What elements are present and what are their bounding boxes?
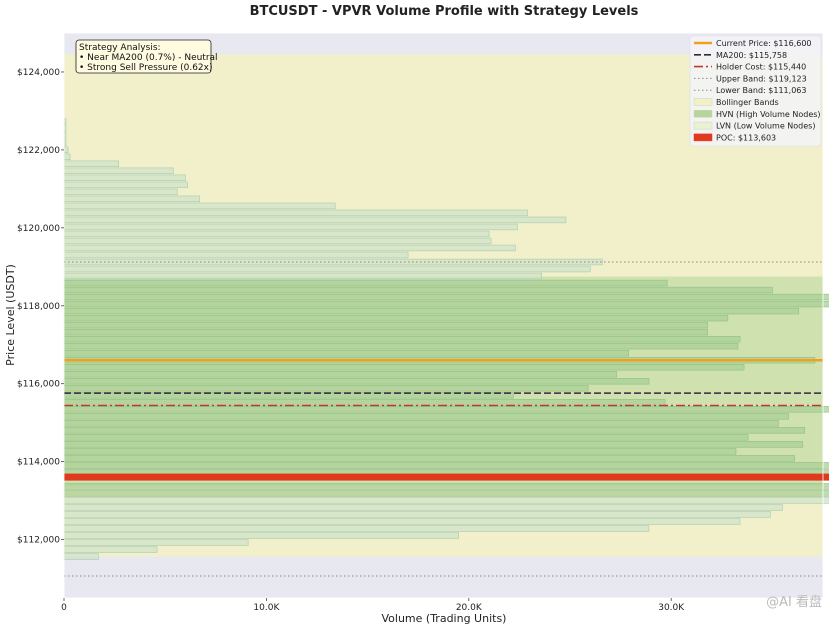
volume-bar bbox=[63, 146, 69, 153]
volume-bar bbox=[63, 448, 737, 455]
volume-bar bbox=[63, 181, 188, 189]
volume-bar bbox=[63, 209, 528, 217]
y-tick-label: $118,000 bbox=[17, 302, 60, 312]
volume-bar bbox=[63, 406, 829, 413]
volume-bar bbox=[63, 378, 650, 385]
legend-swatch bbox=[693, 98, 713, 106]
volume-bar bbox=[63, 314, 729, 322]
legend-label: LVN (Low Volume Nodes) bbox=[716, 122, 815, 131]
volume-bar bbox=[63, 546, 158, 553]
axes: 0 10.0K 20.0K 30.0K $112,000 $114,000 $116,000… bbox=[17, 32, 824, 613]
y-tick-label: $112,000 bbox=[17, 536, 60, 546]
volume-bar bbox=[63, 167, 174, 175]
volume-bar bbox=[63, 230, 490, 238]
legend-label: Holder Cost: $115,440 bbox=[716, 63, 806, 72]
volume-bar bbox=[63, 553, 99, 560]
annotation-line: • Near MA200 (0.7%) - Neutral bbox=[79, 53, 218, 63]
volume-bar bbox=[63, 427, 806, 434]
legend-label: MA200: $115,758 bbox=[716, 51, 787, 60]
volume-bar bbox=[63, 237, 492, 245]
legend-swatch bbox=[693, 133, 713, 142]
volume-bar bbox=[63, 342, 739, 350]
volume-bar bbox=[63, 441, 804, 448]
volume-bar bbox=[63, 434, 749, 441]
volume-bar bbox=[63, 335, 741, 343]
y-tick-label: $116,000 bbox=[17, 380, 60, 390]
volume-bar bbox=[63, 202, 336, 210]
volume-bar bbox=[63, 497, 829, 504]
y-axis-label: Price Level (USDT) bbox=[4, 264, 17, 366]
volume-bar bbox=[63, 293, 829, 301]
x-tick-label: 20.0K bbox=[456, 603, 483, 613]
volume-bar bbox=[63, 216, 567, 224]
volume-bar bbox=[63, 300, 829, 308]
legend-label: Upper Band: $119,123 bbox=[716, 74, 807, 83]
volume-bar bbox=[63, 328, 708, 336]
volume-bar bbox=[63, 462, 829, 469]
volume-bar bbox=[63, 195, 200, 203]
volume-bar bbox=[63, 399, 666, 406]
volume-bar bbox=[63, 371, 617, 378]
x-tick-label: 10.0K bbox=[253, 603, 280, 613]
legend-label: Current Price: $116,600 bbox=[716, 39, 812, 48]
volume-bar bbox=[63, 490, 829, 497]
volume-bar bbox=[63, 223, 518, 231]
legend-label: HVN (High Volume Nodes) bbox=[716, 110, 821, 119]
legend-box bbox=[689, 35, 822, 147]
legend-swatch bbox=[693, 110, 713, 118]
y-tick-label: $120,000 bbox=[17, 224, 60, 234]
volume-bar bbox=[63, 532, 459, 539]
legend-swatch bbox=[693, 121, 713, 130]
annotation-line: • Strong Sell Pressure (0.62x) bbox=[79, 63, 213, 73]
watermark: @AI 看盘 bbox=[766, 594, 822, 610]
poc-bar bbox=[64, 473, 829, 481]
strategy-annotation: Strategy Analysis:• Near MA200 (0.7%) - … bbox=[75, 39, 218, 74]
volume-bar bbox=[63, 244, 516, 252]
x-tick-label: 0 bbox=[61, 603, 67, 613]
plot-frame bbox=[63, 32, 824, 599]
volume-bar bbox=[63, 420, 779, 427]
volume-bar bbox=[63, 483, 829, 490]
legend-label: POC: $113,603 bbox=[716, 133, 776, 142]
y-tick-label: $122,000 bbox=[17, 146, 60, 156]
volume-bar bbox=[63, 455, 795, 462]
volume-bar bbox=[63, 265, 591, 273]
annotation-title: Strategy Analysis: bbox=[79, 43, 161, 53]
x-axis-label: Volume (Trading Units) bbox=[382, 612, 507, 625]
volume-bar bbox=[63, 525, 650, 532]
volume-bar bbox=[63, 307, 800, 315]
volume-bar bbox=[63, 349, 629, 357]
volume-bar bbox=[63, 174, 186, 182]
volume-bar bbox=[63, 385, 589, 392]
volume-bar bbox=[63, 272, 542, 280]
volume-bar bbox=[63, 539, 249, 546]
volume-bar bbox=[63, 153, 71, 161]
legend-label: Bollinger Bands bbox=[716, 98, 779, 107]
annotation-box bbox=[75, 39, 212, 74]
y-tick-label: $124,000 bbox=[17, 68, 60, 78]
volume-bar bbox=[63, 504, 783, 511]
volume-bar bbox=[63, 279, 668, 287]
volume-bar bbox=[63, 188, 178, 196]
volume-bar bbox=[63, 321, 708, 329]
legend: Current Price: $116,600 MA200: $115,758 Ho… bbox=[689, 35, 822, 147]
volume-bar bbox=[63, 251, 409, 259]
x-tick-label: 30.0K bbox=[658, 603, 685, 613]
volume-bar bbox=[63, 511, 771, 518]
volume-bar bbox=[63, 518, 741, 525]
y-tick-label: $114,000 bbox=[17, 458, 60, 468]
volume-bar bbox=[63, 413, 789, 420]
volume-bar bbox=[63, 364, 745, 371]
volume-bar bbox=[63, 286, 773, 294]
volume-bar bbox=[63, 160, 119, 168]
chart-title: BTCUSDT - VPVR Volume Profile with Strat… bbox=[250, 4, 639, 19]
legend-label: Lower Band: $111,063 bbox=[716, 86, 806, 95]
